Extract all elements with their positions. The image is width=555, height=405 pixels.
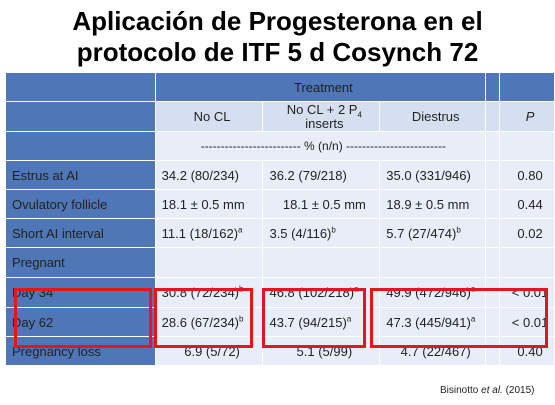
cell-diestrus: 18.9 ± 0.5 mm [379,189,487,219]
cell-no-cl-p4: 3.5 (4/116)b [262,218,381,248]
citation: Bisinotto et al. (2015) [440,385,535,396]
cell-spacer [485,247,501,278]
table-row: Estrus at AI 34.2 (80/234) 36.2 (79/218)… [5,160,555,190]
cell-diestrus: 35.0 (331/946) [379,160,487,190]
header-p: P [499,101,555,132]
cell-no-cl: 34.2 (80/234) [154,160,264,190]
header-p-blank-3 [499,131,555,161]
row-label: Ovulatory follicle [5,189,156,219]
row-label: Estrus at AI [5,160,156,190]
highlight-box-diestrus-p [370,288,548,348]
cell-no-cl-p4: 5.1 (5/99) [262,336,381,366]
cell-no-cl-p4: 43.7 (94/215)a [262,307,381,337]
highlight-box-labels [14,288,152,348]
row-label: Day 34 [5,277,156,308]
cell-p: 0.80 [499,160,555,190]
title-line-2: protocolo de ITF 5 d Cosynch 72 [76,37,479,67]
header-row-units: ------------------------- % (n/n) ------… [5,131,555,161]
cell-spacer [485,189,501,219]
slide-title: Aplicación de Progesterona en el protoco… [0,6,555,68]
cell-spacer [485,336,501,366]
table-row: Day 34 30.8 (72/234)b 46.8 (102/218)a 49… [5,277,555,308]
header-inserts-label: inserts [305,115,344,131]
cell-no-cl: 18.1 ± 0.5 mm [154,189,264,219]
cell-diestrus: 47.3 (445/941)a [379,307,487,337]
header-row-groups: No CL No CL + 2 P4 inserts Diestrus P [5,101,555,132]
cell-p: 0.44 [499,189,555,219]
header-corner [5,72,156,102]
header-spacer-2 [485,101,501,132]
cell-spacer [485,307,501,337]
row-label: Short AI interval [5,218,156,248]
cell-no-cl-p4: 46.8 (102/218)a [262,277,381,308]
header-p4-subscript: 4 [357,110,362,120]
header-treatment: Treatment [154,72,487,102]
cell-no-cl: 11.1 (18/162)a [154,218,264,248]
title-line-1: Aplicación de Progesterona en el [72,6,483,36]
results-table: Treatment No CL No CL + 2 P4 inserts Die… [5,72,555,366]
header-units: ------------------------- % (n/n) ------… [154,131,487,161]
cell-p: 0.02 [499,218,555,248]
row-label: Pregnant [5,247,156,278]
cell-diestrus: 49.9 (472/946)a [379,277,487,308]
table-row: Pregnant [5,247,555,278]
header-corner-3 [5,131,156,161]
header-spacer-3 [485,131,501,161]
cell-diestrus: 4.7 (22/467) [379,336,487,366]
header-row-treatment: Treatment [5,72,555,102]
row-label: Pregnancy loss [5,336,156,366]
cell-diestrus: 5.7 (27/474)b [379,218,487,248]
table-row: Short AI interval 11.1 (18/162)a 3.5 (4/… [5,218,555,248]
cell-blank [379,247,487,278]
header-no-cl-p4-label: No CL + 2 P [286,101,358,117]
table-row: Ovulatory follicle 18.1 ± 0.5 mm 18.1 ± … [5,189,555,219]
header-no-cl-p4: No CL + 2 P4 inserts [262,101,381,132]
highlight-box-no-cl [154,288,253,348]
cell-blank [262,247,381,278]
header-diestrus: Diestrus [379,101,487,132]
cell-blank [154,247,264,278]
cell-no-cl: 30.8 (72/234)b [154,277,264,308]
cell-spacer [485,218,501,248]
header-corner-2 [5,101,156,132]
header-no-cl: No CL [154,101,264,132]
highlight-box-no-cl-p4 [262,288,366,348]
cell-no-cl-p4: 36.2 (79/218) [262,160,381,190]
cell-no-cl-p4: 18.1 ± 0.5 mm [262,189,381,219]
cell-blank [499,247,555,278]
cell-spacer [485,160,501,190]
header-spacer [485,72,501,102]
header-p-blank [499,72,555,102]
